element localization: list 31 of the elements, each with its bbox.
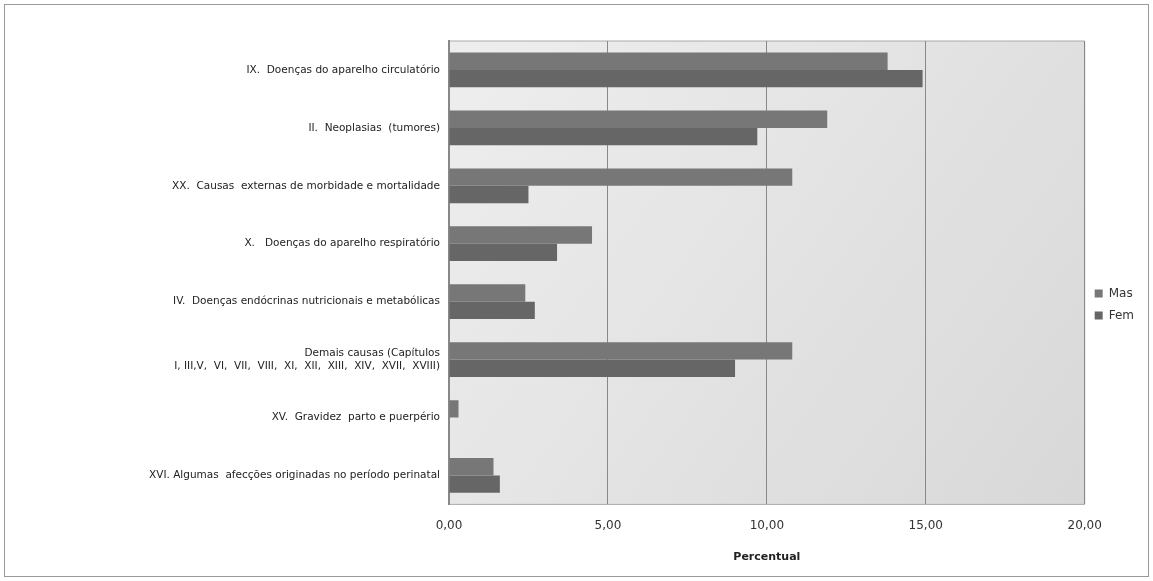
bar: [449, 185, 529, 204]
legend-label: Mas: [1108, 285, 1133, 300]
bar: [449, 400, 459, 418]
bar: [449, 168, 793, 186]
bar: [449, 359, 736, 377]
x-tick-label: 0,00: [435, 517, 463, 532]
x-tick-label: 20,00: [1067, 517, 1102, 532]
bar: [449, 284, 526, 302]
bar: [449, 458, 494, 476]
bar: [449, 127, 758, 146]
x-tick-label: 10,00: [749, 517, 785, 532]
bar: [449, 243, 558, 262]
bar: [449, 301, 535, 320]
x-tick-label: 15,00: [908, 517, 943, 532]
y-tick-label: X. Doenças do aparelho respiratório: [244, 236, 440, 249]
y-tick-label: IX. Doenças do aparelho circulatório: [246, 62, 440, 75]
y-tick-label: IV. Doenças endócrinas nutricionais e metabólicas: [173, 294, 440, 307]
bar: [449, 475, 500, 493]
bar: [449, 226, 593, 244]
bar: [449, 342, 793, 360]
y-tick-label: XV. Gravidez parto e puerpério: [271, 410, 440, 423]
y-tick-label: XX. Causas externas de morbidade e mortalidade: [172, 178, 440, 191]
bar: [449, 69, 923, 88]
bar: [449, 52, 888, 70]
bar: [449, 110, 828, 128]
y-tick-label: II. Neoplasias (tumores): [308, 120, 440, 133]
y-tick-label: Demais causas (Capítulos I, III,V, VI, VII, VIII, XI, XII, XIII, XIV, XVII, XVIII): [174, 346, 440, 371]
x-tick-label: 5,00: [594, 517, 622, 532]
x-axis-title: Percentual: [733, 550, 801, 564]
legend-label: Fem: [1108, 307, 1135, 322]
y-tick-label: XVI. Algumas afecções originadas no período perinatal: [149, 468, 440, 481]
